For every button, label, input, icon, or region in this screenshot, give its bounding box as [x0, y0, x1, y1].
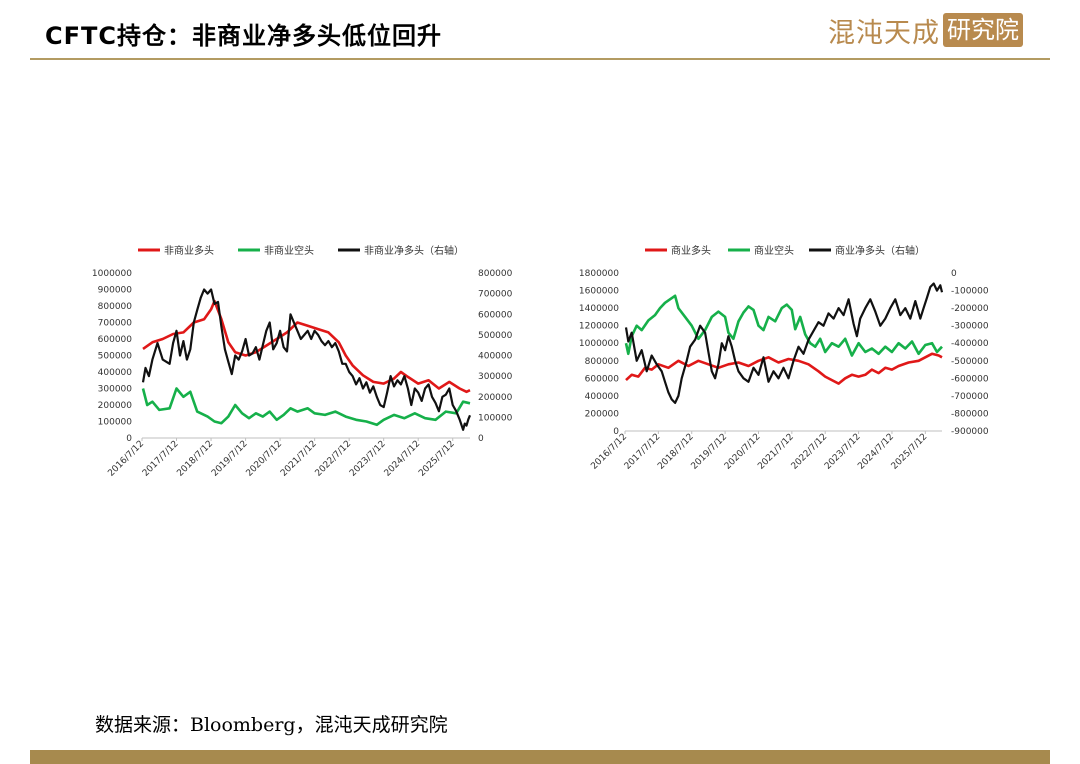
left-axis-tick-label: 700000	[98, 319, 133, 329]
source-note: 数据来源：Bloomberg，混沌天成研究院	[95, 714, 448, 736]
left-axis-tick-label: 600000	[98, 335, 133, 345]
left-axis-tick-label: 1000000	[579, 339, 619, 349]
x-axis-tick-label: 2020/7/12	[245, 439, 285, 479]
legend-label: 非商业净多头（右轴）	[364, 244, 464, 257]
right-axis-tick-label: -900000	[951, 427, 989, 437]
right-axis-tick-label: -100000	[951, 287, 989, 297]
x-axis-tick-label: 2024/7/12	[383, 439, 423, 479]
right-axis-tick-label: 0	[951, 269, 957, 279]
right-axis-tick-label: -800000	[951, 409, 989, 419]
x-axis-tick-label: 2025/7/12	[890, 432, 930, 472]
left-axis-tick-label: 0	[613, 427, 619, 437]
legend-label: 商业空头	[754, 244, 794, 257]
left-axis-tick-label: 200000	[98, 401, 133, 411]
series-line-red	[625, 352, 943, 385]
left-axis-tick-label: 600000	[585, 374, 620, 384]
page-title: CFTC持仓：非商业净多头低位回升	[45, 22, 442, 50]
x-axis-tick-label: 2019/7/12	[210, 439, 250, 479]
left-axis-tick-label: 300000	[98, 385, 133, 395]
left-axis-tick-label: 1400000	[579, 304, 619, 314]
right-axis-tick-label: 100000	[478, 413, 513, 423]
left-axis-tick-label: 1800000	[579, 269, 619, 279]
chart-non-commercial-svg: 1000000900000800000700000600000500000400…	[92, 244, 513, 479]
footer-bar	[30, 750, 1050, 764]
right-axis-tick-label: 500000	[478, 331, 513, 341]
right-axis-tick-label: 400000	[478, 352, 513, 362]
series-line-black	[624, 282, 944, 404]
header-divider	[30, 58, 1050, 60]
x-axis-tick-label: 2025/7/12	[417, 439, 457, 479]
right-axis-tick-label: 200000	[478, 393, 513, 403]
right-axis-tick-label: 0	[478, 434, 484, 444]
right-axis-tick-label: 700000	[478, 290, 513, 300]
right-axis-tick-label: -600000	[951, 374, 989, 384]
x-axis-tick-label: 2023/7/12	[348, 439, 388, 479]
right-axis-tick-label: 600000	[478, 310, 513, 320]
right-axis-tick-label: 800000	[478, 269, 513, 279]
left-axis-tick-label: 1600000	[579, 287, 619, 297]
x-axis-tick-label: 2022/7/12	[314, 439, 354, 479]
left-axis-tick-label: 200000	[585, 409, 620, 419]
chart-commercial: 1800000 1600000 1400000 1200000 1000000 80000…	[575, 235, 1015, 495]
right-axis-tick-label: -700000	[951, 392, 989, 402]
x-axis-tick-label: 2021/7/12	[279, 439, 319, 479]
series-line-black	[141, 288, 472, 431]
left-axis-tick-label: 0	[126, 434, 132, 444]
left-axis-tick-label: 800000	[98, 302, 133, 312]
left-axis-tick-label: 1200000	[579, 322, 619, 332]
left-axis-tick-label: 400000	[585, 392, 620, 402]
chart-non-commercial: 1000000 900000 800000 700000 600000 500000 400…	[90, 235, 530, 495]
chart-commercial-svg: 1800000 1600000 1400000 1200000 1000000 80000…	[579, 244, 989, 472]
brand-logo: 混沌天成 研究院	[828, 10, 1023, 50]
series-line-red	[142, 299, 471, 394]
x-axis-tick-label: 2016/7/12	[106, 439, 146, 479]
legend-label: 非商业多头	[164, 244, 214, 257]
series-line-green	[624, 294, 943, 357]
right-axis-tick-label: -200000	[951, 304, 989, 314]
left-axis-tick-label: 400000	[98, 368, 133, 378]
left-axis-tick-label: 100000	[98, 418, 133, 428]
right-axis-tick-label: -300000	[951, 322, 989, 332]
left-axis-tick-label: 500000	[98, 352, 133, 362]
left-axis-tick-label: 800000	[585, 357, 620, 367]
legend-label: 商业多头	[671, 244, 711, 257]
right-axis-tick-label: -400000	[951, 339, 989, 349]
left-axis-tick-label: 900000	[98, 286, 133, 296]
right-axis-tick-label: 300000	[478, 372, 513, 382]
right-axis-tick-label: -500000	[951, 357, 989, 367]
legend-label: 非商业空头	[264, 244, 314, 257]
left-axis-tick-label: 1000000	[92, 269, 132, 279]
x-axis-tick-label: 2018/7/12	[175, 439, 215, 479]
legend-label: 商业净多头（右轴）	[835, 244, 925, 257]
x-axis-tick-label: 2017/7/12	[141, 439, 181, 479]
series-line-green	[141, 387, 471, 427]
